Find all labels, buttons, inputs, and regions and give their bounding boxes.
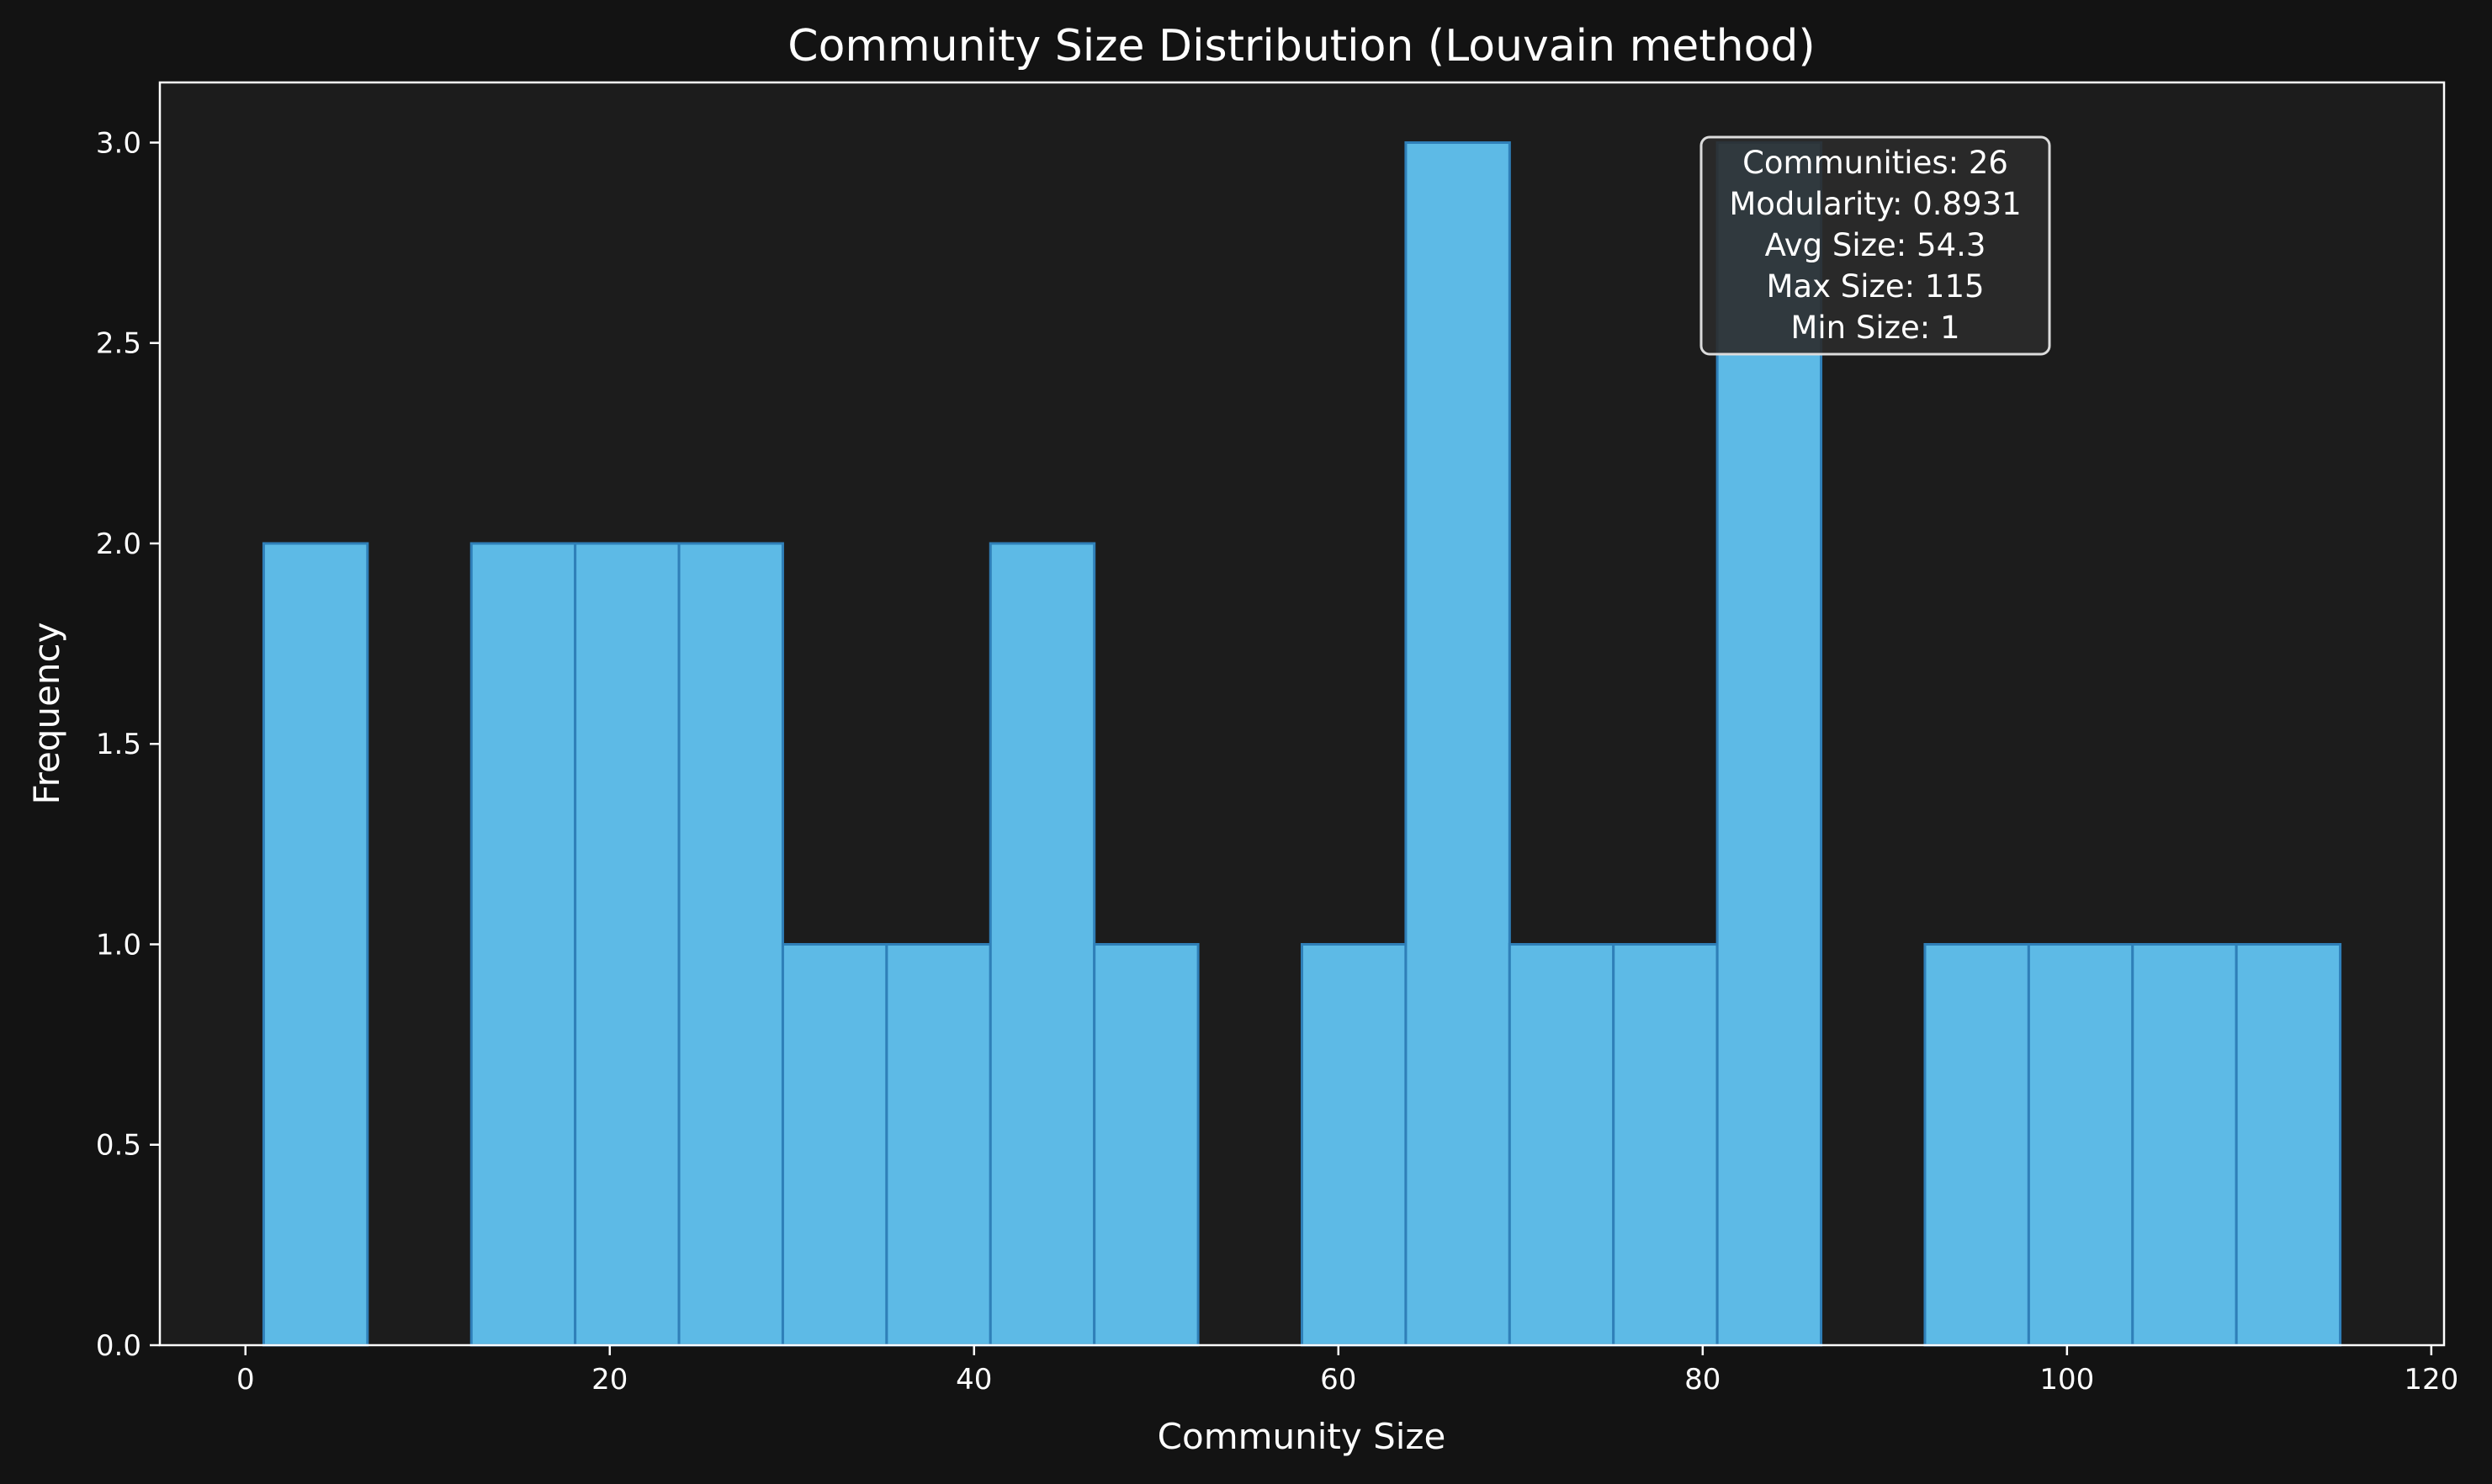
y-tick-label: 1.5 — [96, 728, 141, 761]
x-tick-label: 100 — [2039, 1363, 2094, 1397]
histogram-bar — [989, 542, 1096, 1347]
y-tick-label: 1.0 — [96, 928, 141, 962]
histogram-bar — [1404, 140, 1511, 1347]
histogram-bar — [1093, 942, 1200, 1347]
histogram-bar — [2235, 942, 2342, 1347]
stats-min-size: Min Size: 1 — [1790, 310, 1959, 346]
y-tick-label: 2.5 — [96, 327, 141, 361]
x-tick-label: 80 — [1684, 1363, 1721, 1397]
chart-title: Community Size Distribution (Louvain met… — [787, 21, 1815, 72]
histogram-bar — [1508, 942, 1615, 1347]
histogram-bar — [781, 942, 888, 1347]
x-axis-label: Community Size — [1158, 1416, 1446, 1457]
histogram-bar — [262, 542, 369, 1347]
histogram-bar — [574, 542, 681, 1347]
x-tick-label: 40 — [956, 1363, 992, 1397]
y-tick-label: 3.0 — [96, 126, 141, 160]
y-ticks: 0.0 0.5 1.0 1.5 2.0 2.5 3.0 — [96, 126, 160, 1363]
histogram-bar — [2027, 942, 2134, 1347]
x-tick-label: 120 — [2404, 1363, 2458, 1397]
stats-max-size: Max Size: 115 — [1766, 268, 1984, 305]
histogram-bar — [677, 542, 784, 1347]
histogram-bar — [1301, 942, 1408, 1347]
y-tick-label: 0.0 — [96, 1329, 141, 1363]
y-tick-label: 2.0 — [96, 527, 141, 561]
stats-box: Communities: 26 Modularity: 0.8931 Avg S… — [1699, 135, 2051, 356]
stats-modularity: Modularity: 0.8931 — [1729, 186, 2021, 222]
histogram-bar — [469, 542, 577, 1347]
histogram-bar — [885, 942, 992, 1347]
stats-avg-size: Avg Size: 54.3 — [1765, 227, 1986, 263]
stats-box-background — [1699, 135, 2051, 356]
histogram-bar — [1612, 942, 1719, 1347]
x-ticks: 0 20 40 60 80 100 120 — [236, 1345, 2458, 1397]
y-tick-label: 0.5 — [96, 1129, 141, 1163]
x-tick-label: 0 — [236, 1363, 255, 1397]
histogram-bar — [1923, 942, 2030, 1347]
y-axis-label: Frequency — [26, 623, 67, 805]
x-tick-label: 20 — [591, 1363, 628, 1397]
histogram-bar — [2131, 942, 2238, 1347]
axes-frame — [158, 81, 2446, 1347]
x-tick-label: 60 — [1320, 1363, 1356, 1397]
stats-communities: Communities: 26 — [1742, 145, 2008, 181]
